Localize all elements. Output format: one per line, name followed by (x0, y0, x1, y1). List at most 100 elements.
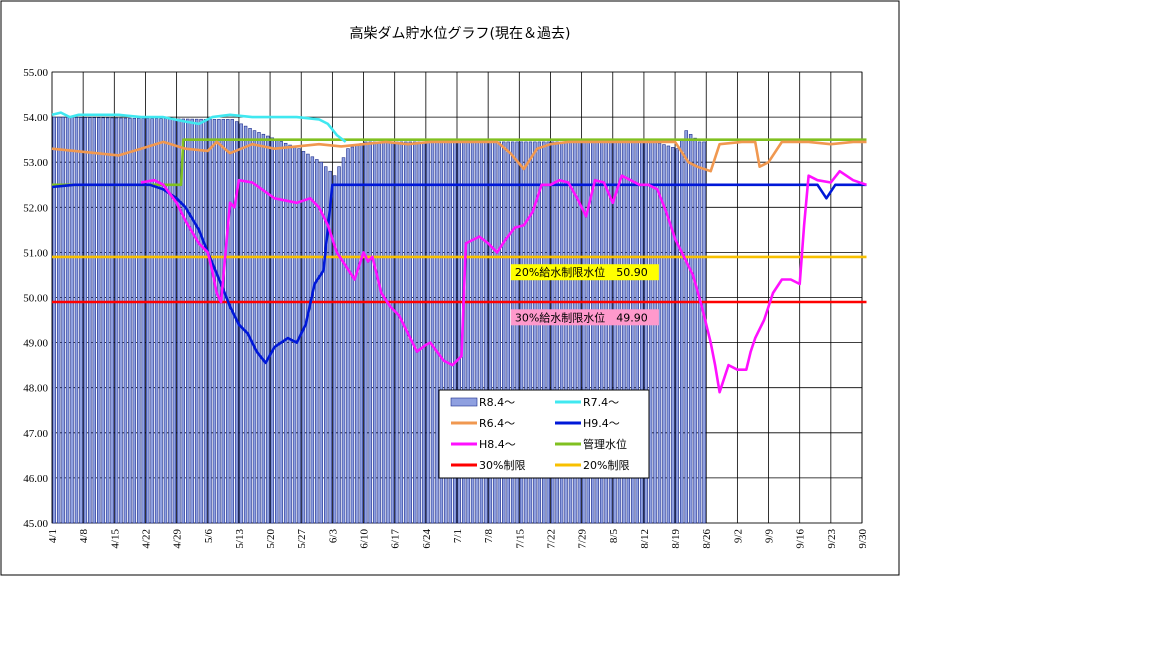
bar (377, 141, 381, 524)
bar (426, 141, 430, 524)
bar (70, 117, 74, 524)
bar (257, 132, 261, 524)
bar (524, 141, 528, 524)
bar (306, 153, 310, 524)
x-tick-label: 8/12 (639, 529, 651, 549)
bar (697, 141, 702, 524)
bar (217, 119, 221, 524)
bar (319, 161, 323, 524)
bar (346, 148, 350, 524)
bar (412, 141, 417, 524)
bar (163, 118, 168, 524)
y-tick-label: 53.00 (23, 157, 48, 169)
bar (243, 125, 248, 524)
bar (119, 117, 123, 524)
bar (261, 133, 266, 524)
series-line (51, 111, 347, 143)
y-tick-label: 45.00 (23, 518, 48, 530)
bar (435, 141, 439, 524)
bar-series-r8 (52, 116, 706, 524)
bar (239, 123, 243, 524)
series-line (51, 183, 867, 365)
bar (506, 141, 510, 524)
bar (168, 118, 172, 524)
bar (101, 117, 105, 524)
x-tick-label: 8/26 (701, 529, 713, 549)
bar (159, 118, 163, 524)
bar (145, 118, 150, 524)
bar (662, 144, 666, 524)
legend-label: 管理水位 (583, 437, 627, 451)
x-tick-label: 9/16 (795, 529, 807, 549)
bar (181, 118, 186, 524)
bar (323, 166, 328, 524)
bar (88, 117, 92, 524)
legend: R8.4～ R7.4～ R6.4～ H9.4～ H8.4～ 管理水位 30%制限 20%制限 (438, 389, 650, 479)
bar (52, 116, 56, 524)
bar (381, 141, 386, 524)
bar (252, 130, 257, 524)
bar (212, 119, 217, 524)
bar (421, 141, 426, 524)
x-tick-label: 7/8 (483, 529, 495, 544)
legend-label: H8.4～ (479, 438, 516, 451)
bar (430, 141, 435, 524)
bar (417, 141, 421, 524)
x-tick-label: 5/6 (203, 529, 215, 544)
annotation-box (510, 264, 659, 281)
bar (546, 141, 550, 524)
y-tick-label: 50.00 (23, 293, 48, 305)
x-tick-label: 5/20 (265, 529, 277, 549)
bar (502, 141, 506, 524)
bar (128, 117, 132, 524)
bar (332, 175, 337, 524)
x-tick-label: 4/22 (140, 529, 152, 549)
bar (230, 119, 234, 524)
bar (270, 137, 275, 524)
bar (350, 146, 355, 524)
bar (666, 145, 671, 524)
x-tick-label: 4/1 (47, 529, 59, 543)
legend-label: 20%制限 (583, 459, 629, 472)
bar (671, 147, 675, 524)
bar (279, 141, 283, 524)
x-tick-label: 6/10 (359, 529, 371, 549)
bar (186, 118, 190, 524)
bar (61, 116, 65, 524)
x-tick-label: 9/30 (857, 529, 869, 549)
bar (364, 141, 368, 524)
bar (390, 141, 395, 524)
bar (199, 118, 203, 524)
bar (542, 141, 546, 524)
bar (337, 166, 341, 524)
chart-title: 高柴ダム貯水位グラフ(現在＆過去) (350, 25, 571, 42)
bar (537, 141, 542, 524)
bar (203, 118, 208, 524)
bar (510, 141, 515, 524)
bar (372, 141, 377, 524)
x-tick-label: 4/15 (109, 529, 121, 549)
bar (399, 141, 404, 524)
legend-label: R6.4～ (479, 417, 515, 430)
x-tick-label: 9/23 (826, 529, 838, 549)
bar (408, 141, 412, 524)
series-line (140, 169, 867, 394)
y-tick-label: 51.00 (23, 247, 48, 259)
bar (92, 117, 97, 524)
bar (693, 137, 697, 524)
bar (395, 141, 399, 524)
annotation-box (510, 309, 659, 326)
x-tick-label: 6/17 (390, 529, 402, 549)
x-tick-label: 6/24 (421, 529, 433, 549)
bar (288, 144, 292, 524)
bar (368, 141, 372, 524)
x-tick-label: 6/3 (327, 529, 339, 544)
annotation-text: 30%給水制限水位 49.90 (515, 310, 648, 324)
bar (657, 142, 662, 524)
bar (266, 135, 270, 524)
legend-swatch (450, 397, 478, 407)
bar (355, 144, 359, 524)
bar (110, 117, 114, 524)
bar (114, 117, 119, 524)
